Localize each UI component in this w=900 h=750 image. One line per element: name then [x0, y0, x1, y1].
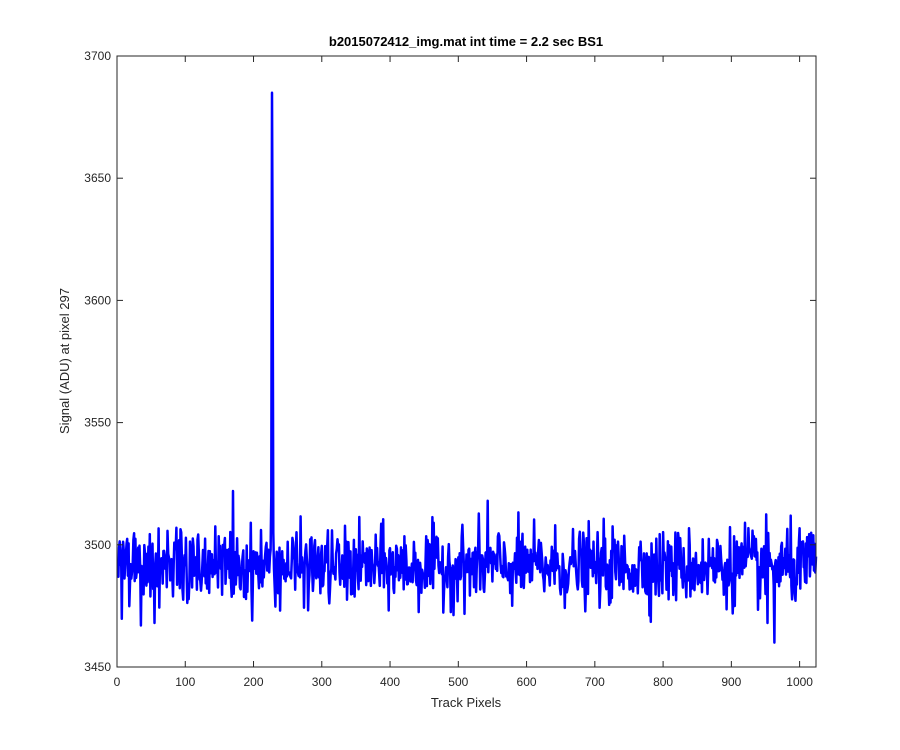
- signal-series-line: [116, 91, 818, 644]
- x-tick-label: 400: [380, 675, 400, 689]
- x-tick-label: 0: [114, 675, 121, 689]
- y-axis-label: Signal (ADU) at pixel 297: [57, 288, 72, 434]
- ticks-layer: 0 100 200 300 400 500 600 700 800 900 1000 3450 3500…: [84, 49, 816, 689]
- y-tick-label: 3500: [84, 538, 111, 552]
- x-tick-label: 1000: [786, 675, 813, 689]
- x-tick-label: 700: [585, 675, 605, 689]
- series-layer: [116, 91, 818, 644]
- x-tick-label: 900: [721, 675, 741, 689]
- x-axis-label: Track Pixels: [431, 695, 502, 710]
- x-tick-label: 500: [448, 675, 468, 689]
- x-tick-label: 600: [517, 675, 537, 689]
- x-tick-label: 800: [653, 675, 673, 689]
- y-tick-label: 3600: [84, 293, 111, 307]
- chart-title: b2015072412_img.mat int time = 2.2 sec B…: [329, 34, 603, 49]
- y-tick-label: 3650: [84, 171, 111, 185]
- y-tick-label: 3700: [84, 49, 111, 63]
- x-tick-label: 100: [175, 675, 195, 689]
- x-tick-label: 300: [312, 675, 332, 689]
- plot-frame: [116, 55, 817, 668]
- x-tick-label: 200: [244, 675, 264, 689]
- y-tick-label: 3450: [84, 660, 111, 674]
- y-tick-label: 3550: [84, 416, 111, 430]
